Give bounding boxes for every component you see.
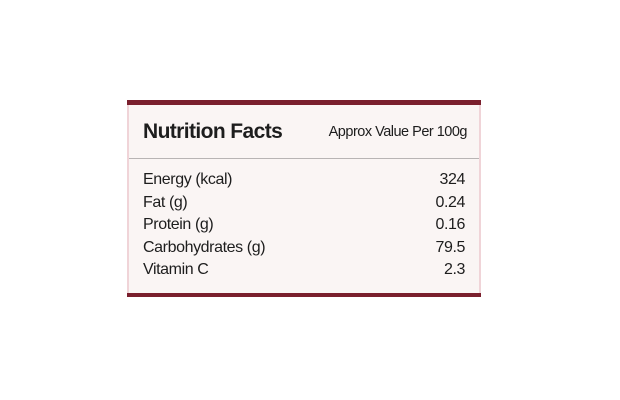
nutrient-name: Carbohydrates (g)	[143, 238, 266, 256]
per-100g-heading: Approx Value Per 100g	[328, 123, 468, 140]
nutrient-value: 2.3	[443, 261, 465, 278]
nutrition-facts-body: Nutrition Facts Approx Value Per 100g En…	[127, 105, 481, 293]
nutrition-facts-card: Nutrition Facts Approx Value Per 100g En…	[127, 100, 481, 297]
nutrient-name: Energy (kcal)	[143, 171, 233, 188]
bottom-accent-bar	[127, 293, 481, 297]
nutrient-row-energy: Energy (kcal) 324	[143, 169, 465, 191]
nutrient-value: 0.24	[435, 193, 465, 211]
nutrient-rows: Energy (kcal) 324 Fat (g) 0.24 Protein (…	[129, 159, 479, 293]
nutrient-name: Fat (g)	[143, 193, 188, 211]
header-divider	[129, 158, 479, 159]
nutrient-row-protein: Protein (g) 0.16	[143, 214, 465, 236]
top-accent-bar	[127, 100, 481, 105]
nutrition-facts-header: Nutrition Facts Approx Value Per 100g	[129, 105, 479, 158]
nutrient-row-carbohydrates: Carbohydrates (g) 79.5	[143, 237, 465, 259]
nutrient-value: 79.5	[435, 238, 465, 256]
nutrition-facts-title: Nutrition Facts	[143, 119, 283, 143]
nutrient-row-vitamin-c: Vitamin C 2.3	[143, 259, 465, 281]
nutrient-value: 324	[439, 171, 466, 188]
nutrient-value: 0.16	[435, 216, 465, 233]
nutrient-row-fat: Fat (g) 0.24	[143, 192, 465, 214]
nutrient-name: Protein (g)	[143, 216, 214, 233]
nutrient-name: Vitamin C	[143, 261, 209, 278]
